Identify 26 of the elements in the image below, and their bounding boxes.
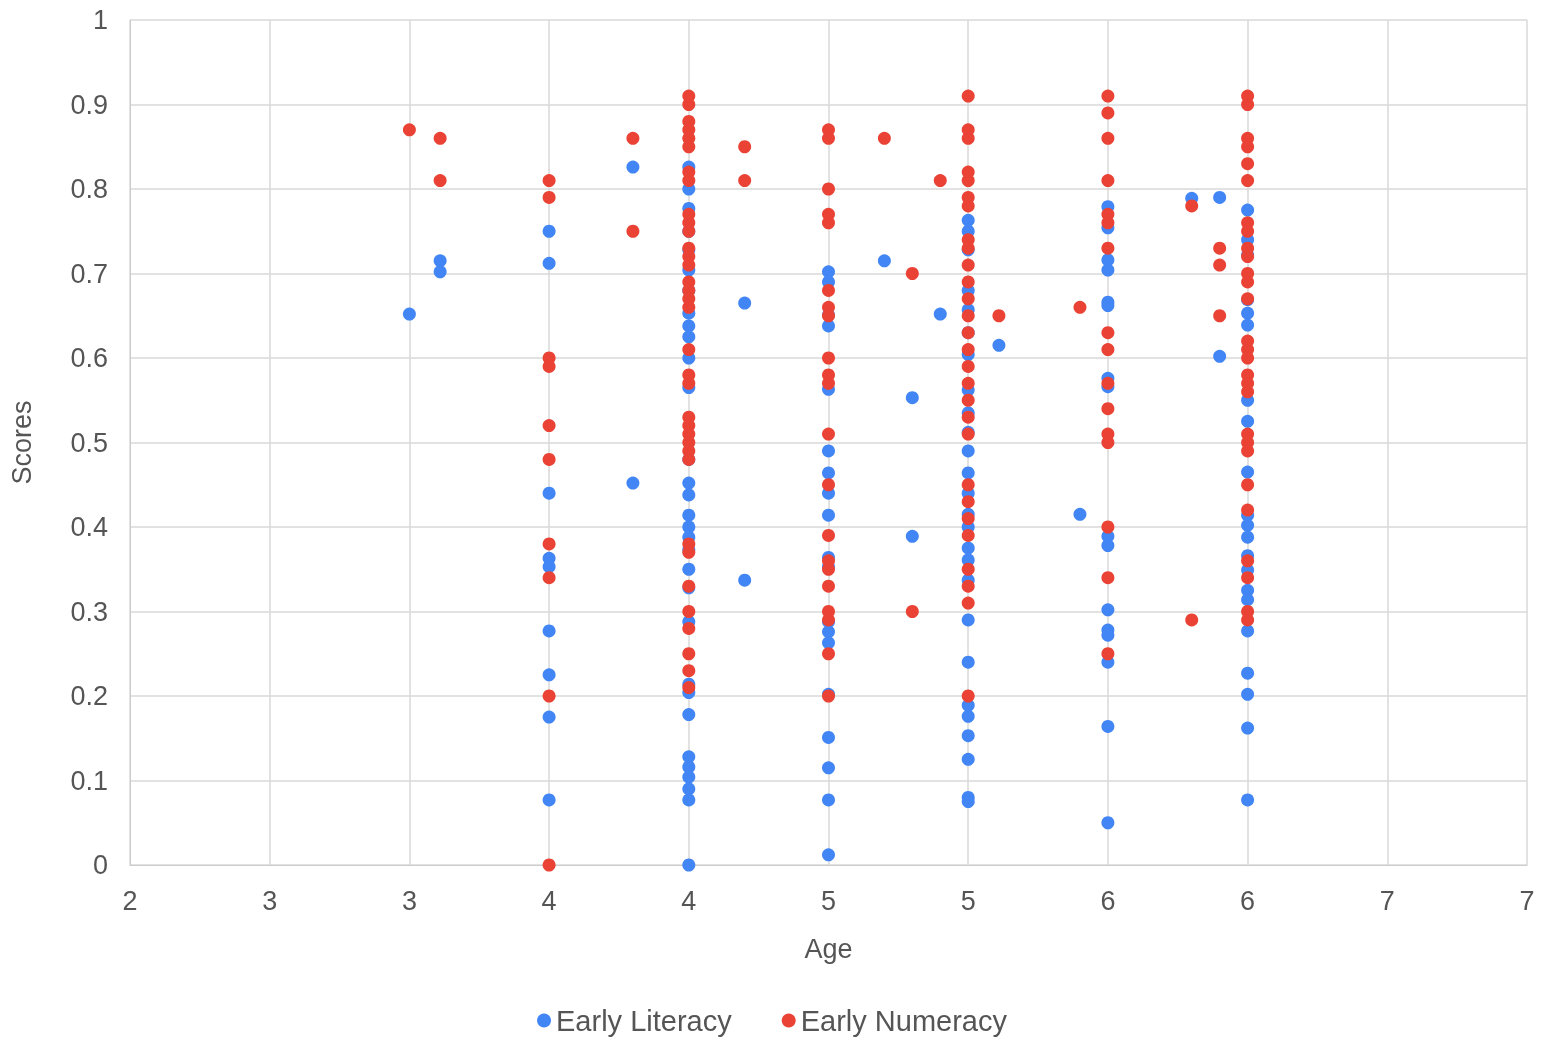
legend-label: Early Literacy [556, 1004, 733, 1037]
y-tick-label: 0 [92, 850, 108, 880]
x-tick-label: 5 [960, 885, 976, 916]
x-tick-label: 3 [401, 885, 417, 916]
y-tick-label: 0.2 [70, 681, 108, 711]
x-tick-label: 6 [1240, 885, 1256, 916]
x-tick-label: 3 [262, 885, 278, 916]
y-tick-label: 0.8 [70, 174, 108, 204]
x-axis-title: Age [804, 933, 853, 964]
y-tick-label: 0.3 [70, 596, 108, 627]
y-tick-label: 0.6 [70, 343, 108, 373]
y-tick-label: 1 [92, 5, 108, 35]
y-tick-label: 0.9 [70, 89, 108, 120]
y-tick-label: 0.4 [70, 512, 108, 542]
x-tick-label: 4 [541, 885, 557, 916]
y-axis-title: Scores [6, 400, 37, 485]
x-tick-label: 7 [1519, 885, 1535, 916]
legend-label: Early Numeracy [800, 1004, 1008, 1037]
y-tick-label: 0.1 [70, 765, 108, 796]
x-tick-label: 6 [1100, 885, 1116, 916]
x-tick-label: 4 [681, 885, 697, 916]
x-tick-label: 2 [122, 885, 138, 916]
x-tick-label: 5 [820, 885, 837, 916]
y-tick-label: 0.7 [70, 258, 108, 289]
y-tick-label: 0.5 [70, 427, 108, 458]
x-tick-label: 7 [1379, 885, 1395, 916]
